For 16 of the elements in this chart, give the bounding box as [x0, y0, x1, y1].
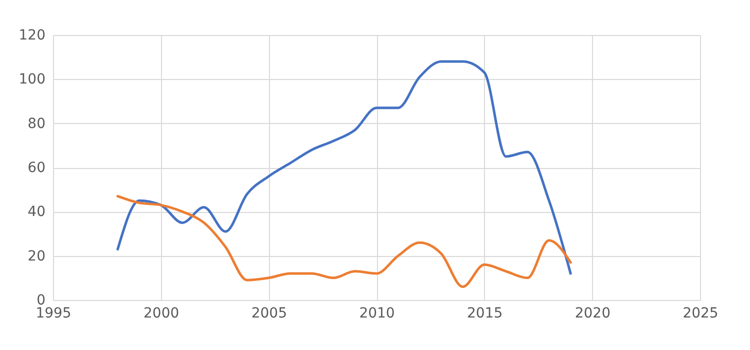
line-series: [116, 194, 572, 288]
y-tick-label: 120: [18, 28, 46, 44]
x-tick-label: 2000: [144, 306, 180, 322]
y-tick-label: 20: [28, 248, 46, 264]
x-tick-label: 2010: [359, 306, 395, 322]
y-tick-label: 80: [28, 116, 46, 132]
y-tick-label: 0: [36, 292, 46, 308]
y-tick-label: 40: [28, 204, 46, 220]
line-series: [116, 60, 572, 275]
x-tick-label: 1995: [36, 306, 72, 322]
x-tick-label: 2015: [467, 306, 503, 322]
y-tick-label: 60: [28, 160, 46, 176]
x-tick-label: 2020: [574, 306, 610, 322]
y-tick-label: 100: [18, 72, 46, 88]
x-tick-label: 2005: [251, 306, 287, 322]
x-tick-label: 2025: [682, 306, 718, 322]
